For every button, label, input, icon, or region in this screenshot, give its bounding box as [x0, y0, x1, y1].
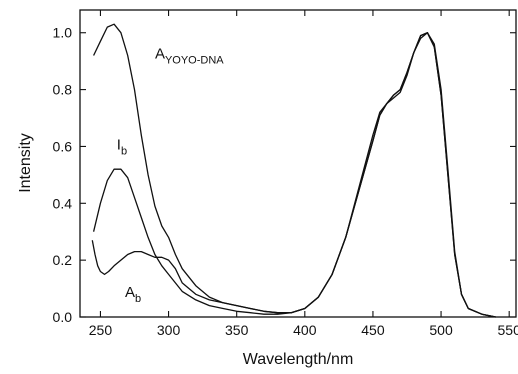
y-tick-label: 0.6 [53, 138, 73, 154]
curves [91, 23, 496, 318]
x-tick-label: 550 [498, 322, 518, 338]
series-line-0 [93, 23, 496, 318]
y-tick-label: 0.8 [53, 82, 73, 98]
series-line-1 [92, 32, 496, 318]
annotation-main: A [155, 45, 165, 62]
annotation-a-yoyo-dna: AYOYO-DNA [155, 45, 224, 66]
y-tick-label: 0.2 [53, 252, 73, 268]
annotation-main: A [125, 284, 135, 301]
y-axis-title: Intensity [17, 133, 34, 193]
series-line-2 [91, 32, 496, 318]
x-tick-label: 500 [429, 322, 453, 338]
y-tick-label: 0.4 [53, 195, 73, 211]
annotation-a-b: Ab [125, 284, 141, 305]
annotation-main: I [117, 136, 121, 153]
y-tick-label: 0.0 [53, 309, 73, 325]
plot-frame [79, 9, 517, 318]
y-tick-label: 1.0 [53, 25, 73, 41]
x-axis-title: Wavelength/nm [243, 351, 354, 368]
x-tick-label: 450 [361, 322, 385, 338]
x-tick-label: 300 [157, 322, 181, 338]
x-tick-label: 400 [293, 322, 317, 338]
annotation-subscript: YOYO-DNA [165, 54, 224, 66]
annotation-subscript: b [135, 293, 141, 305]
x-tick-label: 250 [89, 322, 113, 338]
annotation-i-b: Ib [117, 136, 127, 157]
annotation-subscript: b [121, 145, 127, 157]
y-axis: 0.0 0.2 0.4 0.6 0.8 1.0 [53, 25, 516, 325]
x-tick-label: 350 [225, 322, 249, 338]
x-axis: 250 300 350 400 450 500 550 [89, 10, 518, 338]
